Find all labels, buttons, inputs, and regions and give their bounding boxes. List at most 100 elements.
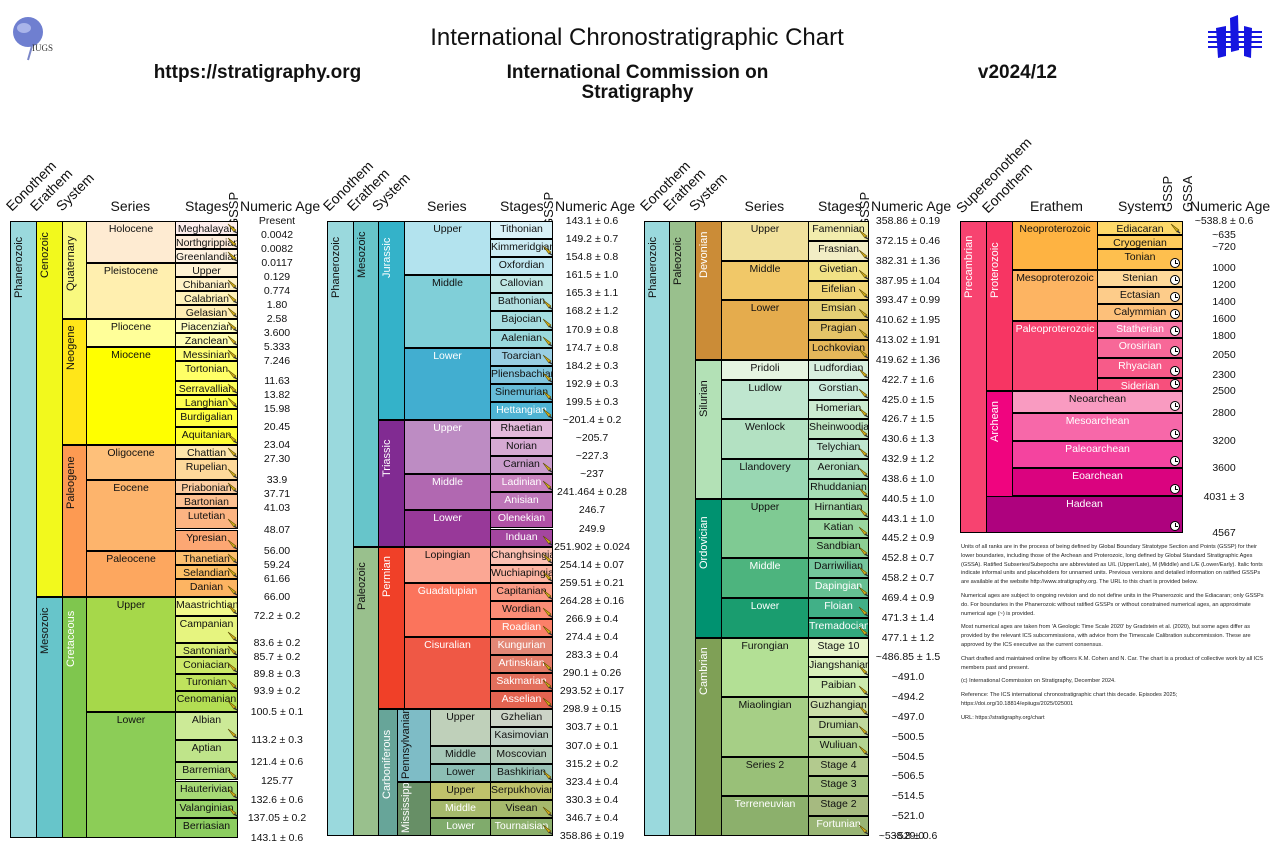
series-pridoli[interactable]: Pridoli (721, 359, 809, 380)
stage-wuliuan[interactable]: Wuliuan (808, 736, 869, 757)
stage-aeronian[interactable]: Aeronian (808, 459, 869, 479)
stage-asselian[interactable]: Asselian (490, 691, 553, 710)
system-siderian[interactable]: Siderian (1097, 378, 1183, 391)
stage-toarcian[interactable]: Toarcian (490, 347, 553, 366)
system-statherian[interactable]: Statherian (1097, 321, 1183, 338)
series-guadalupian[interactable]: Guadalupian (404, 582, 491, 637)
series-lower[interactable]: Lower (86, 711, 176, 838)
series-middle[interactable]: Middle (721, 260, 809, 301)
stage-lutetian[interactable]: Lutetian (175, 508, 238, 530)
stage-guzhangian[interactable]: Guzhangian (808, 697, 869, 717)
stage-aquitanian[interactable]: Aquitanian (175, 427, 238, 446)
system-rhyacian[interactable]: Rhyacian (1097, 358, 1183, 378)
stage-maastrichtian[interactable]: Maastrichtian (175, 596, 238, 617)
stage-rupelian[interactable]: Rupelian (175, 459, 238, 481)
stage-thanetian[interactable]: Thanetian (175, 550, 238, 565)
stage-cenomanian[interactable]: Cenomanian (175, 690, 238, 712)
stage-selandian[interactable]: Selandian (175, 564, 238, 579)
eonothem-phanerozoic[interactable]: Phanerozoic (10, 221, 37, 838)
stage-induan[interactable]: Induan (490, 528, 553, 547)
series-cisuralian[interactable]: Cisuralian (404, 637, 491, 710)
stage-bajocian[interactable]: Bajocian (490, 311, 553, 330)
stage-tithonian[interactable]: Tithonian (490, 221, 553, 240)
erathem-paleoproterozoic[interactable]: Paleoproterozoic (1012, 321, 1098, 391)
stage-bathonian[interactable]: Bathonian (490, 293, 553, 312)
stage-telychian[interactable]: Telychian (808, 439, 869, 460)
stage-oxfordian[interactable]: Oxfordian (490, 257, 553, 276)
stage-chibanian[interactable]: Chibanian (175, 277, 238, 292)
stage-changhsingian[interactable]: Changhsingian (490, 546, 553, 565)
stage-greenlandian[interactable]: Greenlandian (175, 249, 238, 264)
stage-wordian[interactable]: Wordian (490, 600, 553, 619)
stage-barremian[interactable]: Barremian (175, 762, 238, 781)
stage-ypresian[interactable]: Ypresian (175, 529, 238, 551)
stage-rhaetian[interactable]: Rhaetian (490, 419, 553, 439)
series-middle[interactable]: Middle (404, 275, 491, 348)
series-lower[interactable]: Lower (404, 347, 491, 420)
stage-bartonian[interactable]: Bartonian (175, 494, 238, 509)
stage-calabrian[interactable]: Calabrian (175, 291, 238, 306)
system-quaternary[interactable]: Quaternary (62, 221, 87, 320)
system-triassic[interactable]: Triassic (378, 419, 405, 547)
series-upper[interactable]: Upper (404, 221, 491, 276)
stage-hauterivian[interactable]: Hauterivian (175, 780, 238, 801)
stage-frasnian[interactable]: Frasnian (808, 240, 869, 261)
eonothem-phanerozoic[interactable]: Phanerozoic (644, 221, 670, 836)
erathem-neoarchean[interactable]: Neoarchean (1012, 391, 1183, 413)
series-llandovery[interactable]: Llandovery (721, 459, 809, 499)
system-permian[interactable]: Permian (378, 546, 405, 710)
stage-burdigalian[interactable]: Burdigalian (175, 408, 238, 428)
series-wenlock[interactable]: Wenlock (721, 419, 809, 460)
stage-tremadocian[interactable]: Tremadocian (808, 617, 869, 638)
stage-coniacian[interactable]: Coniacian (175, 657, 238, 674)
series-upper[interactable]: Upper (430, 709, 491, 746)
stage-roadian[interactable]: Roadian (490, 618, 553, 638)
stage-zanclean[interactable]: Zanclean (175, 333, 238, 348)
system-silurian[interactable]: Silurian (695, 359, 722, 499)
stage-drumian[interactable]: Drumian (808, 716, 869, 737)
stage-homerian[interactable]: Homerian (808, 399, 869, 420)
system-calymmian[interactable]: Calymmian (1097, 304, 1183, 321)
stage-fortunian[interactable]: Fortunian (808, 816, 869, 836)
stage-darriwilian[interactable]: Darriwilian (808, 558, 869, 579)
stage-stage-10[interactable]: Stage 10 (808, 637, 869, 658)
stage-stage-3[interactable]: Stage 3 (808, 776, 869, 797)
erathem-mesozoic[interactable]: Mesozoic (353, 221, 379, 547)
series-holocene[interactable]: Holocene (86, 221, 176, 264)
stage-sakmarian[interactable]: Sakmarian (490, 673, 553, 692)
system-cambrian[interactable]: Cambrian (695, 637, 722, 836)
series-middle[interactable]: Middle (404, 474, 491, 511)
stage-tortonian[interactable]: Tortonian (175, 361, 238, 381)
series-lower[interactable]: Lower (721, 597, 809, 638)
stage-piacenzian[interactable]: Piacenzian (175, 319, 238, 334)
stage-gorstian[interactable]: Gorstian (808, 379, 869, 400)
system-orosirian[interactable]: Orosirian (1097, 338, 1183, 358)
stage-aalenian[interactable]: Aalenian (490, 329, 553, 348)
stage-famennian[interactable]: Famennian (808, 221, 869, 241)
stage-turonian[interactable]: Turonian (175, 673, 238, 691)
stage-pragian[interactable]: Pragian (808, 320, 869, 341)
stage-gelasian[interactable]: Gelasian (175, 305, 238, 320)
stage-sinemurian[interactable]: Sinemurian (490, 383, 553, 402)
stage-messinian[interactable]: Messinian (175, 347, 238, 362)
series-furongian[interactable]: Furongian (721, 637, 809, 698)
eonothem-phanerozoic[interactable]: Phanerozoic (327, 221, 354, 836)
stage-rhuddanian[interactable]: Rhuddanian (808, 478, 869, 499)
series-lopingian[interactable]: Lopingian (404, 546, 491, 583)
stage-eifelian[interactable]: Eifelian (808, 280, 869, 301)
stage-chattian[interactable]: Chattian (175, 445, 238, 460)
subsystem-pennsylvanian[interactable]: Pennsylvanian (397, 709, 431, 782)
series-upper[interactable]: Upper (721, 221, 809, 261)
series-upper[interactable]: Upper (86, 596, 176, 712)
stage-olenekian[interactable]: Olenekian (490, 510, 553, 529)
erathem-paleoarchean[interactable]: Paleoarchean (1012, 441, 1183, 468)
stage-ludfordian[interactable]: Ludfordian (808, 359, 869, 380)
stage-floian[interactable]: Floian (808, 597, 869, 618)
system-stenian[interactable]: Stenian (1097, 270, 1183, 287)
stage-kasimovian[interactable]: Kasimovian (490, 727, 553, 746)
website-link[interactable]: https://stratigraphy.org (153, 62, 362, 83)
erathem-cenozoic[interactable]: Cenozoic (36, 221, 63, 597)
supereonothem-precambrian[interactable]: Precambrian (960, 221, 988, 533)
system-tonian[interactable]: Tonian (1097, 249, 1183, 270)
series-middle[interactable]: Middle (721, 558, 809, 598)
